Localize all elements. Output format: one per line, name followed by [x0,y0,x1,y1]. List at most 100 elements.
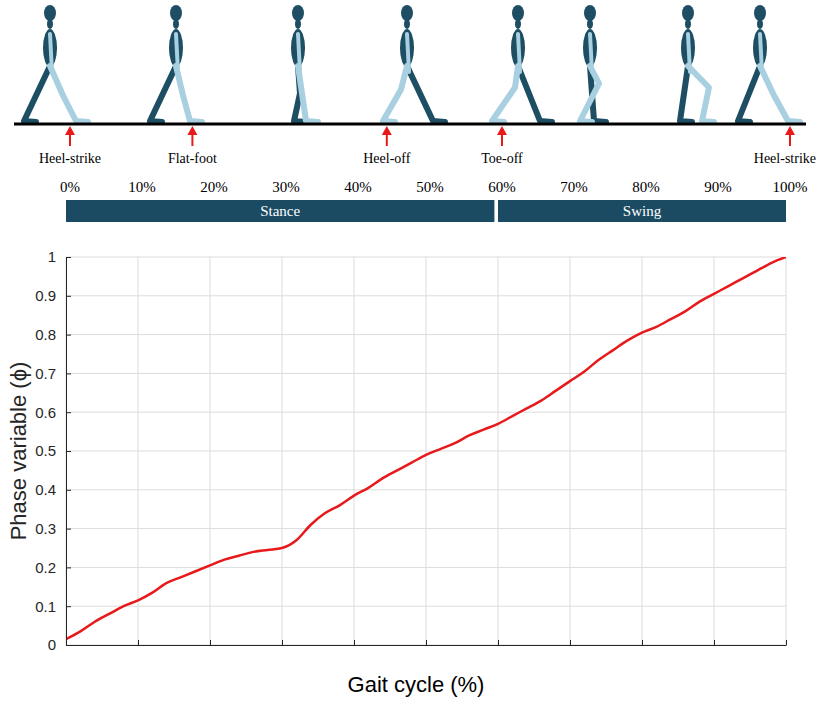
x-tick-mark [210,640,211,645]
x-tick-label: 10% [128,179,156,195]
y-tick-mark [66,296,71,297]
event-arrow-shaft [69,134,71,146]
y-tick-mark [66,335,71,336]
y-tick-label: 0.3 [35,520,56,537]
y-tick: 0.9 [35,287,71,304]
y-tick: 0.3 [35,520,71,537]
event-arrow-head [497,126,507,135]
x-tick-label: 60% [488,179,516,195]
y-tick: 0 [48,636,71,653]
x-tick-mark [66,640,67,645]
x-tick [570,640,571,645]
leg [150,66,176,122]
grid-line-x [210,257,211,645]
grid-line-x [354,257,355,645]
event-arrow-head [187,126,197,135]
leg [760,66,800,122]
x-tick-mark [786,640,787,645]
figure [680,5,714,122]
leg [24,66,50,122]
event-label: Heel-strike [754,151,816,166]
ground [14,123,806,126]
x-tick [354,640,355,645]
y-tick-mark [66,490,71,491]
x-tick [786,640,787,645]
figure [492,5,552,122]
grid-line-x [498,257,499,645]
leg [580,66,599,122]
grid-line-x [282,257,283,645]
leg [407,66,445,122]
x-tick [426,640,427,645]
head [44,5,56,21]
event-arrow-head [785,126,795,135]
events: Heel-strikeFlat-footHeel-offToe-offHeel-… [39,126,816,166]
event-arrow-head [65,126,75,135]
leg [50,66,88,122]
phase-label: Stance [260,203,300,219]
phase-bar [498,200,786,222]
x-tick-label: 40% [344,179,372,195]
x-tick-labels: 0%10%20%30%40%50%60%70%80%90%100% [60,179,808,195]
x-tick-label: 90% [704,179,732,195]
figure [580,5,606,122]
x-axis [67,640,787,646]
event-arrow-shaft [191,134,193,146]
y-tick-mark [66,451,71,452]
plot-marks [66,257,786,639]
figure [24,5,88,122]
y-tick-label: 1 [48,248,56,265]
x-tick-mark [570,640,571,645]
y-axis-title: Phase variable (ϕ) [6,362,31,541]
y-tick-label: 0.6 [35,404,56,421]
phases: StanceSwing [66,200,786,222]
y-tick-mark [66,606,71,607]
leg [383,66,407,122]
head [401,5,413,21]
y-tick: 0.1 [35,598,71,615]
y-tick: 0.4 [35,481,71,498]
x-axis-line [67,645,787,646]
leg [492,66,518,122]
x-tick [714,640,715,645]
x-tick-mark [282,640,283,645]
phase-bar [66,200,494,222]
y-tick: 1 [48,248,71,265]
y-tick-mark [66,567,71,568]
event-label: Toe-off [481,151,523,166]
figure [150,5,202,122]
event-label: Heel-off [363,151,410,166]
leg [738,66,760,122]
y-tick-label: 0.8 [35,326,56,343]
x-axis-title: Gait cycle (%) [348,672,485,697]
event-label: Flat-foot [168,151,217,166]
grid-line-x [786,257,787,645]
x-tick-mark [426,640,427,645]
y-tick-label: 0.9 [35,287,56,304]
leg [176,66,202,122]
x-tick-label: 0% [60,179,80,195]
x-tick [66,640,67,645]
y-tick-label: 0.7 [35,365,56,382]
x-tick-mark [714,640,715,645]
x-tick [498,640,499,645]
x-tick-mark [354,640,355,645]
y-tick: 0.8 [35,326,71,343]
head [682,5,694,21]
x-tick-label: 20% [200,179,228,195]
x-tick-label: 30% [272,179,300,195]
head [170,5,182,21]
figure [738,5,800,122]
y-axis: 00.10.20.30.40.50.60.70.80.91 [35,248,71,653]
y-tick-mark [66,257,71,258]
y-tick-label: 0.4 [35,481,56,498]
y-tick-label: 0 [48,636,56,653]
x-tick [282,640,283,645]
x-tick [210,640,211,645]
y-tick-mark [66,373,71,374]
event-arrow-shaft [501,134,503,146]
x-tick-label: 70% [560,179,588,195]
grid [66,257,786,645]
y-tick-mark [66,412,71,413]
head [754,5,766,21]
